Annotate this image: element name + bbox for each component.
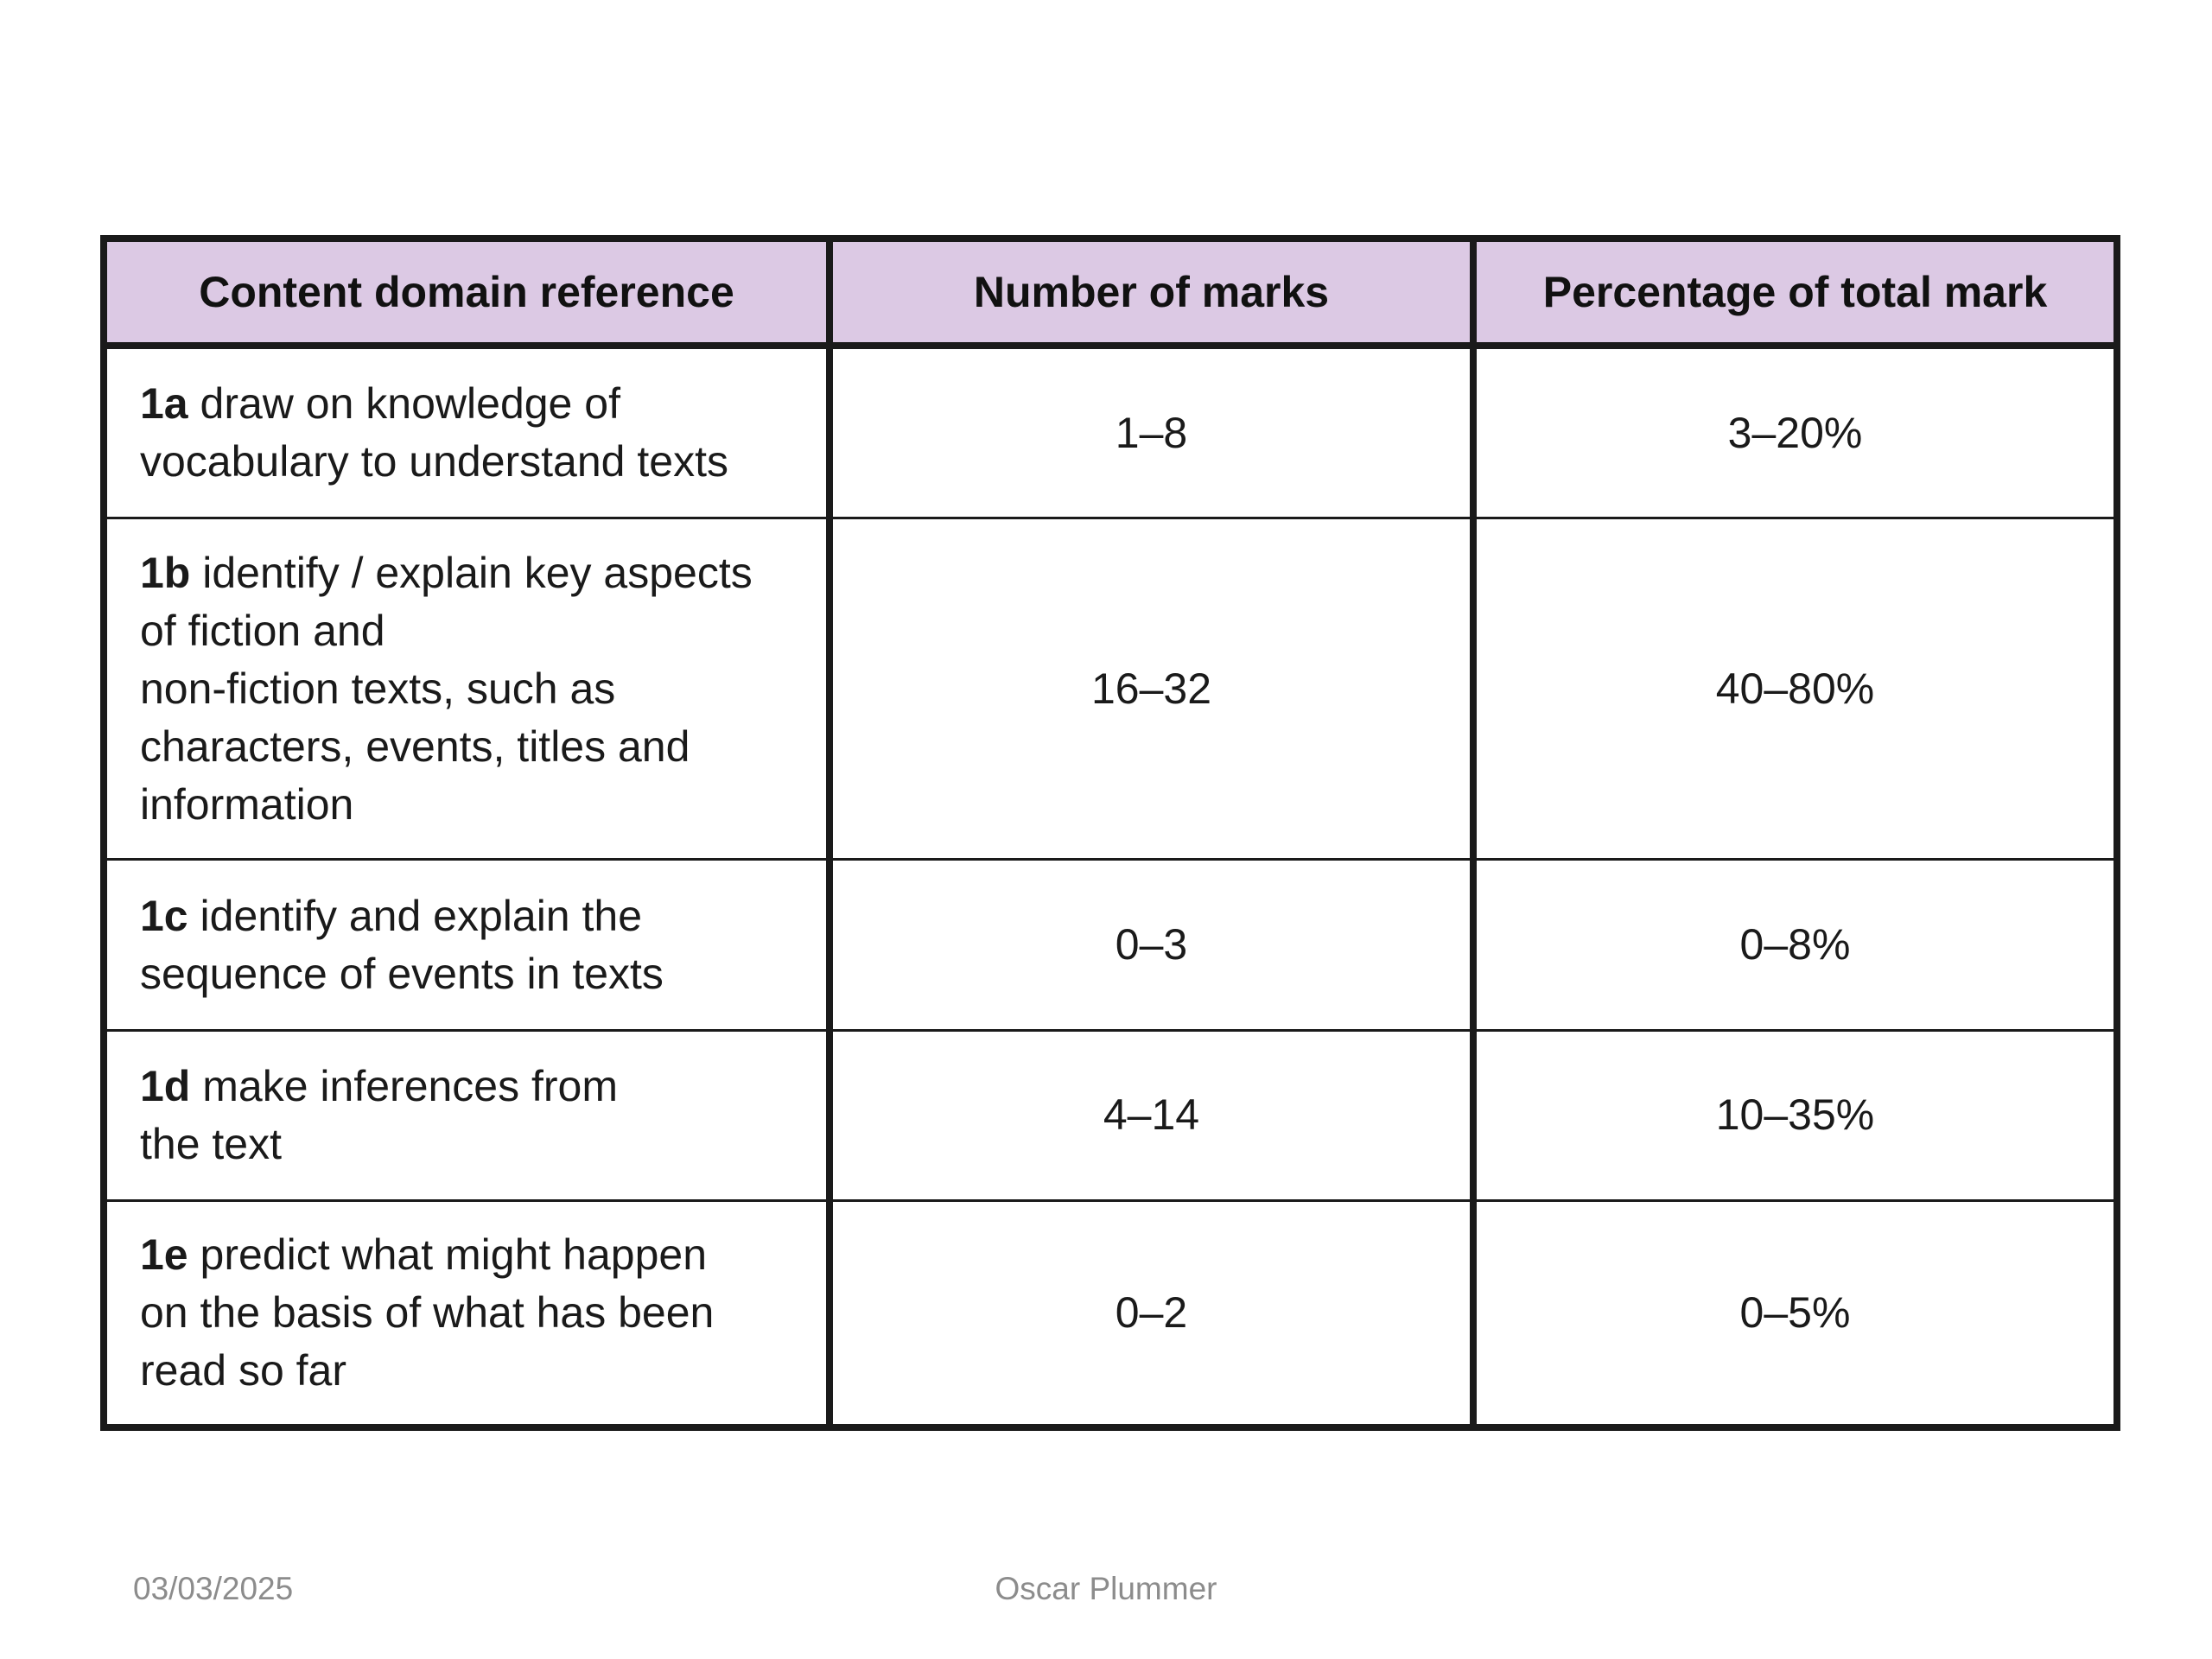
header-content-domain-reference: Content domain reference [100,235,833,349]
content-domain-table: Content domain reference Number of marks… [100,235,2120,1431]
domain-description: identify / explain key aspects of fictio… [140,548,753,829]
marks-cell: 16–32 [826,517,1477,861]
domain-reference-cell: 1c identify and explain the sequence of … [100,858,833,1032]
table-row: 1a draw on knowledge of vocabulary to un… [100,344,2120,520]
footer-date: 03/03/2025 [133,1571,294,1606]
percentage-cell: 0–8% [1470,858,2120,1032]
percentage-cell: 10–35% [1470,1029,2120,1202]
domain-reference-cell: 1e predict what might happen on the basi… [100,1198,833,1429]
percentage-cell: 0–5% [1470,1198,2120,1429]
domain-code: 1a [140,379,188,429]
header-percentage-of-total-mark: Percentage of total mark [1470,235,2120,349]
domain-description: identify and explain the sequence of eve… [140,891,664,998]
footer-author: Oscar Plummer [995,1571,1217,1606]
domain-code: 1c [140,891,188,940]
domain-code: 1b [140,548,191,597]
domain-code: 1e [140,1230,188,1279]
marks-cell: 0–3 [826,858,1477,1032]
marks-cell: 1–8 [826,344,1477,520]
domain-description: draw on knowledge of vocabulary to under… [140,379,728,486]
domain-description: predict what might happen on the basis o… [140,1230,715,1395]
percentage-cell: 40–80% [1470,517,2120,861]
table-row: 1c identify and explain the sequence of … [100,858,2120,1032]
domain-description: make inferences from the text [140,1061,619,1168]
table-row: 1b identify / explain key aspects of fic… [100,517,2120,861]
domain-reference-cell: 1b identify / explain key aspects of fic… [100,517,833,861]
percentage-cell: 3–20% [1470,344,2120,520]
domain-reference-cell: 1a draw on knowledge of vocabulary to un… [100,344,833,520]
table-row: 1d make inferences from the text 4–14 10… [100,1029,2120,1202]
table-row: 1e predict what might happen on the basi… [100,1198,2120,1429]
marks-cell: 4–14 [826,1029,1477,1202]
domain-reference-cell: 1d make inferences from the text [100,1029,833,1202]
domain-code: 1d [140,1061,191,1110]
header-number-of-marks: Number of marks [826,235,1477,349]
marks-cell: 0–2 [826,1198,1477,1429]
table-header-row: Content domain reference Number of marks… [100,235,2120,349]
